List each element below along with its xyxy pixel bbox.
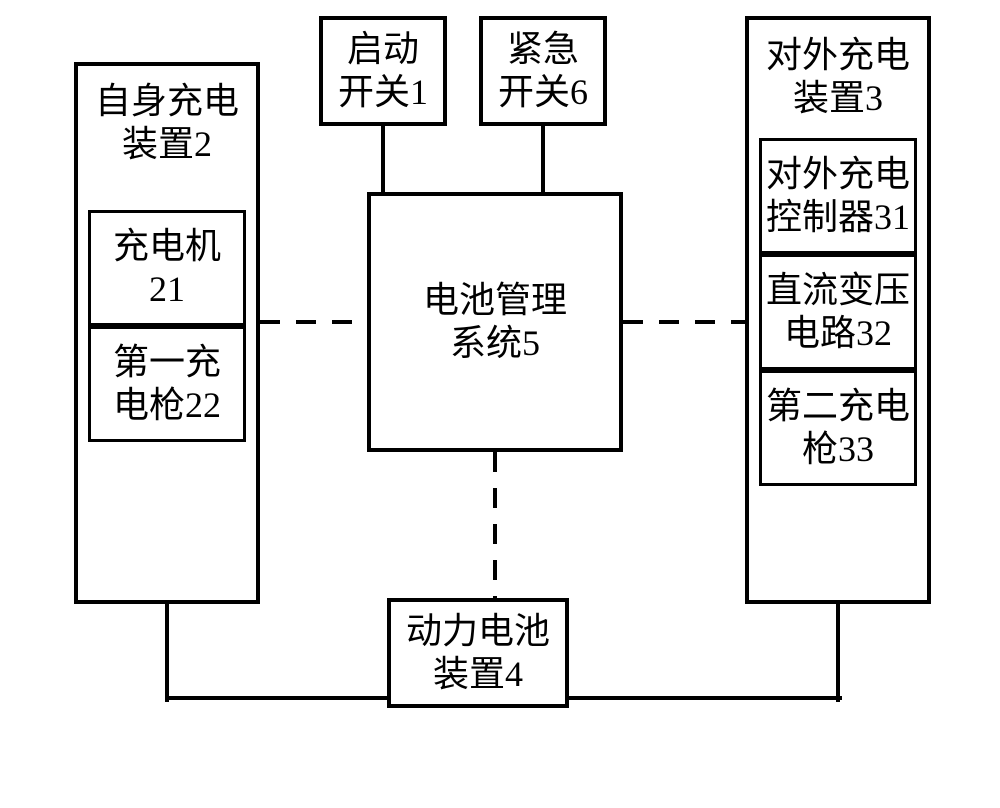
node-start-switch-1: 启动 开关1 (319, 16, 447, 126)
connector-solid (541, 126, 545, 192)
label-start-switch-1: 启动 开关1 (338, 28, 428, 114)
label-external-charge-controller-31: 对外充电 控制器31 (766, 153, 910, 239)
node-first-charge-gun-22: 第一充 电枪22 (88, 326, 246, 442)
connector-dashed (623, 320, 745, 324)
connector-solid (836, 604, 840, 702)
label-dc-transformer-circuit-32: 直流变压 电路32 (766, 269, 910, 355)
label-emergency-switch-6: 紧急 开关6 (498, 28, 588, 114)
node-external-charge-controller-31: 对外充电 控制器31 (759, 138, 917, 254)
node-dc-transformer-circuit-32: 直流变压 电路32 (759, 254, 917, 370)
node-battery-management-system-5: 电池管理 系统5 (367, 192, 623, 452)
diagram-canvas: 自身充电 装置2 充电机 21 第一充 电枪22 对外充电 装置3 对外充电 控… (0, 0, 1000, 808)
connector-solid (165, 604, 169, 702)
connector-dashed (260, 320, 367, 324)
node-emergency-switch-6: 紧急 开关6 (479, 16, 607, 126)
node-charger-21: 充电机 21 (88, 210, 246, 326)
label-power-battery-device-4: 动力电池 装置4 (406, 610, 550, 696)
connector-solid (167, 696, 391, 700)
connector-dashed (493, 452, 497, 598)
label-battery-management-system-5: 电池管理 系统5 (423, 279, 567, 365)
connector-solid (565, 696, 842, 700)
connector-solid (381, 126, 385, 192)
label-first-charge-gun-22: 第一充 电枪22 (113, 341, 221, 427)
label-external-charge-device-3: 对外充电 装置3 (757, 34, 919, 120)
label-charger-21: 充电机 21 (113, 225, 221, 311)
node-second-charge-gun-33: 第二充电 枪33 (759, 370, 917, 486)
label-second-charge-gun-33: 第二充电 枪33 (766, 385, 910, 471)
node-power-battery-device-4: 动力电池 装置4 (387, 598, 569, 708)
label-self-charge-device-2: 自身充电 装置2 (86, 80, 248, 166)
